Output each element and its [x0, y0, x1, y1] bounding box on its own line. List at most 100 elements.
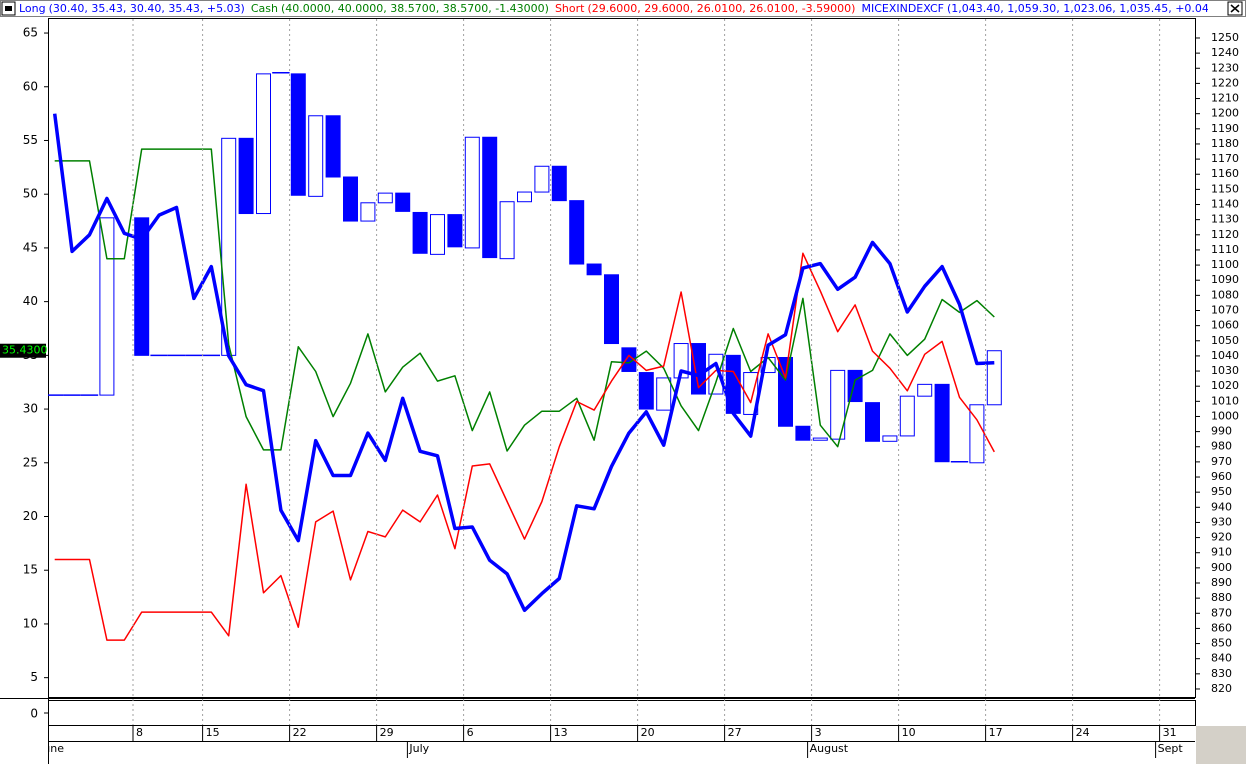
- y2-tick-label: 900: [1211, 561, 1232, 574]
- month-label: August: [810, 742, 849, 755]
- y2-tick-label: 920: [1211, 531, 1232, 544]
- y2-tick-label: 1060: [1211, 319, 1239, 332]
- legend-name: Short: [555, 2, 585, 15]
- y-tick-label: 10: [23, 616, 38, 630]
- y2-tick-label: 1160: [1211, 167, 1239, 180]
- y-tick-label: 65: [23, 26, 38, 40]
- y2-tick-label: 1030: [1211, 364, 1239, 377]
- x-tick-label: 31: [1163, 726, 1177, 739]
- y2-tick-label: 1150: [1211, 182, 1239, 195]
- x-tick-label: 10: [902, 726, 916, 739]
- x-tick-label: 13: [554, 726, 568, 739]
- y2-tick-label: 1040: [1211, 349, 1239, 362]
- legend-name: MICEXINDEXCF: [861, 2, 944, 15]
- candle-down: [290, 73, 306, 196]
- y2-tick-label: 840: [1211, 652, 1232, 665]
- series-line: [52, 113, 995, 613]
- x-tick-label: 15: [206, 726, 220, 739]
- candle-up: [917, 383, 933, 397]
- y2-tick-label: 860: [1211, 621, 1232, 634]
- legend-detail: (29.6000, 29.6000, 26.0100, 26.0100, -3.…: [587, 2, 855, 15]
- y2-tick-label: 1180: [1211, 137, 1239, 150]
- candle-down: [134, 217, 150, 356]
- legend-detail: (30.40, 35.43, 30.40, 35.43, +5.03): [49, 2, 245, 15]
- y2-tick-label: 1190: [1211, 122, 1239, 135]
- y-tick-label: 45: [23, 240, 38, 254]
- last-value-badge: [0, 343, 46, 358]
- candle-down: [778, 357, 793, 427]
- candle-up: [534, 165, 550, 193]
- candle-down: [638, 372, 654, 410]
- y2-tick-label: 830: [1211, 667, 1232, 680]
- month-label: July: [408, 742, 429, 755]
- y2-tick-label: 1120: [1211, 228, 1239, 241]
- y2-tick-label: 1210: [1211, 92, 1239, 105]
- x-tick-label: 24: [1076, 726, 1090, 739]
- x-tick-label: 27: [728, 726, 742, 739]
- candle-down: [482, 136, 498, 259]
- axes: 5101520253035404550556065820830840850860…: [0, 26, 1239, 741]
- y2-tick-label: 1000: [1211, 409, 1239, 422]
- corner: [1196, 726, 1246, 764]
- y2-tick-label: 960: [1211, 470, 1232, 483]
- y2-tick-label: 1100: [1211, 258, 1239, 271]
- candle-down: [795, 425, 811, 441]
- y2-tick-label: 950: [1211, 485, 1232, 498]
- candle-up: [882, 435, 898, 442]
- candle-up: [656, 377, 672, 411]
- candle-down: [551, 165, 567, 202]
- candle-down: [395, 192, 411, 212]
- candle-up: [499, 201, 515, 260]
- lower-pane: [48, 700, 1196, 726]
- last-value-label: 35.4300: [2, 344, 48, 357]
- legend-detail: (40.0000, 40.0000, 38.5700, 38.5700, -1.…: [281, 2, 549, 15]
- y-tick-label: 15: [23, 563, 38, 577]
- y2-tick-label: 1020: [1211, 379, 1239, 392]
- candle-down: [934, 383, 950, 463]
- y2-tick-label: 930: [1211, 515, 1232, 528]
- y2-tick-label: 880: [1211, 591, 1232, 604]
- x-tick-label: 6: [467, 726, 474, 739]
- candle-down: [725, 354, 741, 414]
- legend-name: Cash: [251, 2, 278, 15]
- y2-tick-label: 980: [1211, 440, 1232, 453]
- x-tick-label: 17: [989, 726, 1003, 739]
- candle-up: [308, 115, 324, 197]
- y-tick-label: 40: [23, 294, 38, 308]
- candle-up: [430, 214, 445, 255]
- candle-down: [412, 211, 428, 254]
- y2-tick-label: 1240: [1211, 46, 1239, 59]
- y-tick-label: 55: [23, 133, 38, 147]
- candle-up: [99, 217, 115, 396]
- y-tick-label: 25: [23, 455, 38, 469]
- candle-down: [621, 347, 637, 372]
- y-tick-label: 50: [23, 187, 38, 201]
- y2-tick-label: 1110: [1211, 243, 1239, 256]
- series-line: [54, 148, 995, 452]
- candle-up: [517, 191, 532, 203]
- y2-tick-label: 1220: [1211, 76, 1239, 89]
- x-tick-label: 20: [641, 726, 655, 739]
- legend-text: Long (30.40, 35.43, 30.40, 35.43, +5.03) C…: [19, 2, 1230, 15]
- y2-tick-label: 1230: [1211, 61, 1239, 74]
- candle-up: [986, 350, 1002, 406]
- candle-down: [865, 402, 880, 442]
- candle-down: [586, 263, 602, 276]
- legend: Long (30.40, 35.43, 30.40, 35.43, +5.03) C…: [19, 2, 1230, 15]
- y2-tick-label: 1070: [1211, 303, 1239, 316]
- x-tick-label: 3: [815, 726, 822, 739]
- y-tick-label: 20: [23, 509, 38, 523]
- lower-y-tick-label: 0: [30, 707, 38, 721]
- y2-tick-label: 1010: [1211, 394, 1239, 407]
- candle-down: [343, 176, 358, 222]
- y2-tick-label: 820: [1211, 682, 1232, 695]
- plot-area: [48, 72, 1002, 641]
- y2-tick-label: 940: [1211, 500, 1232, 513]
- x-tick-label: 8: [136, 726, 143, 739]
- y-tick-label: 5: [30, 670, 38, 684]
- close-glyph: [1230, 4, 1240, 13]
- legend-name: Long: [19, 2, 46, 15]
- y2-tick-label: 1140: [1211, 198, 1239, 211]
- series-line: [54, 252, 995, 641]
